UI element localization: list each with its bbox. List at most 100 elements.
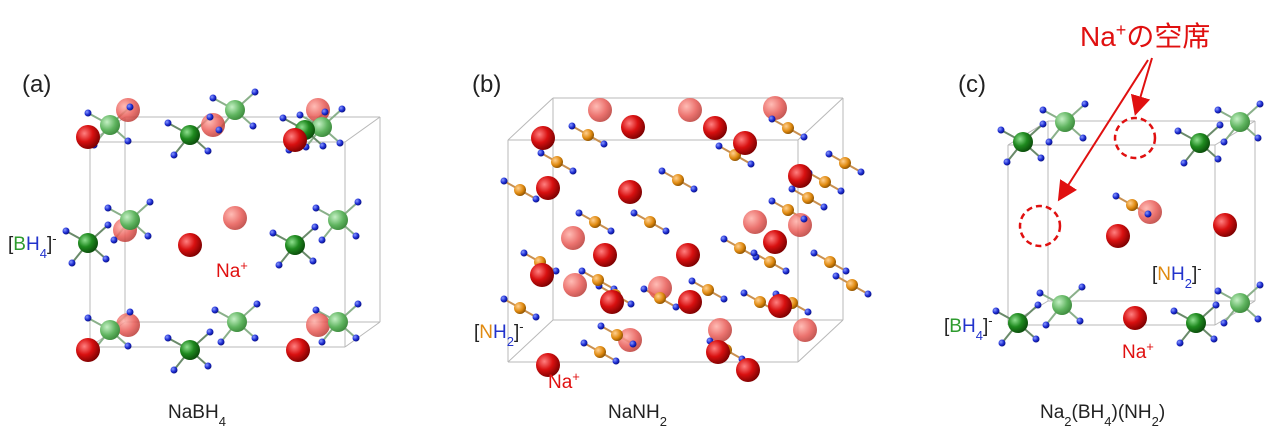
nh2-label: [NH2]- [474,319,524,349]
atom-h [801,216,808,223]
atom-h [613,358,620,365]
atom-b [1230,112,1250,132]
atom-na [531,126,555,150]
atom-h [751,250,758,257]
atom-h [205,148,212,155]
atom-na [116,313,140,337]
atom-na [76,338,100,362]
atom-na [563,273,587,297]
atom-na [621,115,645,139]
atom-h [663,228,670,235]
atom-h [1211,336,1218,343]
atom-h [165,120,172,127]
atom-na [588,98,612,122]
atom-n [514,302,526,314]
atom-n [514,184,526,196]
atom-h [353,233,360,240]
atom-na [736,358,760,382]
atom-h [319,237,326,244]
atom-h [1077,318,1084,325]
nh2-label: [NH2]- [1152,261,1202,291]
atom-b [1055,112,1075,132]
atom-na [283,128,307,152]
atom-h [165,335,172,342]
atom-h [105,222,112,229]
atom-h [1181,160,1188,167]
atom-b [100,115,120,135]
atom-h [337,140,344,147]
atom-h [1215,107,1222,114]
atom-b [328,210,348,230]
na-label: Na+ [1122,339,1154,364]
atom-na [793,318,817,342]
atom-h [210,95,217,102]
atom-h [216,127,223,134]
atom-h [769,198,776,205]
atom-h [1040,121,1047,128]
atom-h [207,114,214,121]
atom-na [286,338,310,362]
atom-n [594,346,606,358]
atom-h [641,286,648,293]
atom-na [743,210,767,234]
atom-h [270,230,277,237]
na-label: Na+ [216,258,248,283]
atom-h [339,106,346,113]
atom-b [1008,313,1028,333]
atom-b [180,125,200,145]
atom-h [843,268,850,275]
atom-h [576,210,583,217]
atom-h [1171,308,1178,315]
atom-h [105,205,112,212]
atom-n [582,129,594,141]
atom-n [672,174,684,186]
atom-b [78,233,98,253]
atom-h [501,178,508,185]
atom-h [581,340,588,347]
atom-h [1215,288,1222,295]
atom-n [764,256,776,268]
atom-na [678,290,702,314]
panel-label: (a) [22,71,51,98]
atom-na [306,313,330,337]
atom-n [846,279,858,291]
atom-h [1035,302,1042,309]
atom-h [538,150,545,157]
atom-h [601,141,608,148]
atom-h [721,236,728,243]
atom-na [593,243,617,267]
atom-n [589,216,601,228]
atom-n [611,329,623,341]
atom-h [1037,290,1044,297]
atom-h [320,143,327,150]
atom-h [1113,193,1120,200]
atom-na [763,230,787,254]
atom-h [521,250,528,257]
atom-h [252,89,259,96]
atom-h [628,301,635,308]
atom-n [839,157,851,169]
atom-h [533,314,540,321]
vacancy-circle [1115,118,1155,158]
atom-h [127,104,134,111]
vacancy-circle [1020,206,1060,246]
atom-h [769,116,776,123]
atom-n [819,176,831,188]
atom-h [1082,101,1089,108]
atom-h [205,363,212,370]
atom-h [630,341,637,348]
atom-h [280,115,287,122]
atom-h [125,343,132,350]
atom-h [838,188,845,195]
atom-h [579,268,586,275]
atom-na [561,226,585,250]
atom-h [1033,336,1040,343]
atom-na [76,125,100,149]
atom-n [551,156,563,168]
atom-b [285,235,305,255]
atom-h [716,143,723,150]
atom-na [733,131,757,155]
atom-na [703,116,727,140]
atom-h [276,262,283,269]
atom-h [212,307,219,314]
